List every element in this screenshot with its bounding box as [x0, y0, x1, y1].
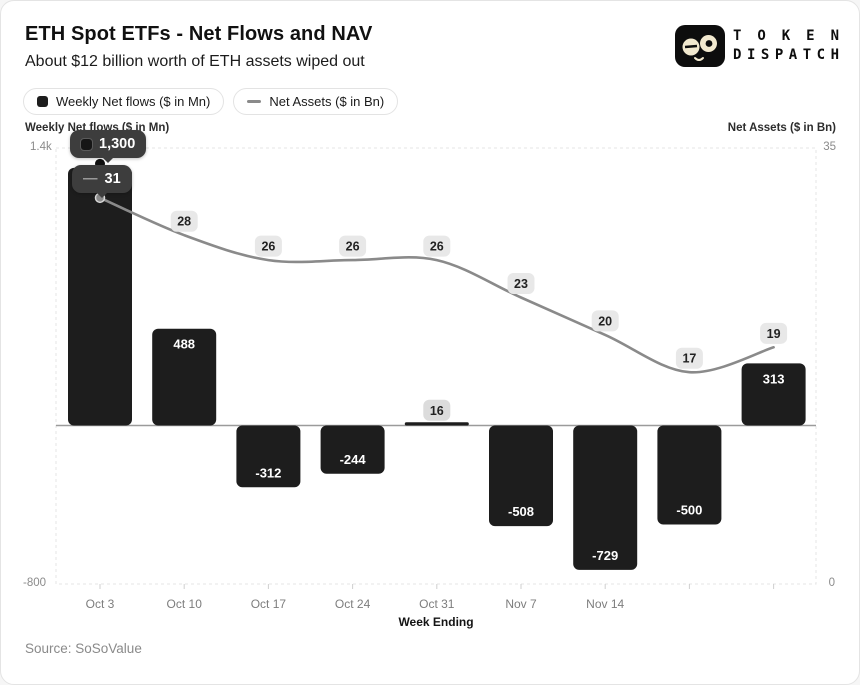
bar-Nov 7[interactable] — [489, 425, 553, 527]
line-value-pill — [760, 322, 788, 344]
line-value-pill — [254, 235, 282, 257]
line-value-pill — [170, 210, 198, 232]
legend-label: Net Assets ($ in Bn) — [269, 94, 385, 109]
x-tick-label: Nov 7 — [505, 597, 537, 611]
legend-item-net-flows[interactable]: Weekly Net flows ($ in Mn) — [23, 88, 225, 115]
line-swatch-icon — [247, 100, 262, 103]
x-tick-label: Nov 14 — [586, 597, 624, 611]
line-value-pill — [423, 235, 451, 257]
bar-value-label: -508 — [508, 504, 534, 519]
net-assets-line[interactable] — [98, 196, 775, 374]
bar-value-pill — [423, 399, 451, 421]
bar-value-label: -729 — [592, 548, 618, 563]
bar-value-label: 488 — [173, 337, 195, 352]
source-note: Source: SoSoValue — [25, 641, 142, 656]
bar-value-label: 313 — [763, 371, 785, 386]
tooltip-bar-text: 1,300 — [99, 136, 136, 152]
line-value-pill — [507, 272, 535, 294]
chart-subtitle: About $12 billion worth of ETH assets wi… — [25, 53, 365, 70]
line-value-pill-text: 26 — [430, 240, 444, 254]
line-value-pill — [591, 310, 619, 332]
x-tick-label: Oct 3 — [86, 597, 115, 611]
bar-swatch-icon — [37, 96, 48, 107]
token-dispatch-logo-icon — [675, 25, 725, 67]
tooltip-line-text: 31 — [104, 171, 121, 187]
bar-value-label: -500 — [676, 503, 702, 518]
right-axis-min-tick: 0 — [828, 577, 835, 589]
tooltip-line-dash-icon: — — [83, 171, 98, 187]
line-value-pill-text: 17 — [682, 352, 696, 366]
bar-Oct 10[interactable] — [152, 328, 217, 426]
left-axis-min-tick: -800 — [23, 577, 47, 589]
bar-Nov 14[interactable] — [573, 425, 638, 570]
tooltip-bar-swatch-icon — [80, 137, 93, 151]
line-value-pill — [675, 347, 703, 369]
bar-col-9[interactable] — [741, 363, 806, 426]
x-axis-title: Week Ending — [398, 615, 474, 629]
bar-value-label: -312 — [255, 465, 281, 480]
right-axis-max-tick: 35 — [823, 141, 836, 153]
legend-item-net-assets[interactable]: Net Assets ($ in Bn) — [233, 88, 399, 115]
tooltip-bar-value: 1,300 — [70, 130, 147, 158]
line-value-pill-text: 26 — [261, 240, 275, 254]
right-axis-title: Net Assets ($ in Bn) — [727, 122, 836, 134]
bar-Oct 31[interactable] — [404, 422, 469, 426]
page-title: ETH Spot ETFs - Net Flows and NAV — [25, 23, 373, 45]
line-value-pill-text: 28 — [177, 215, 191, 229]
legend-label: Weekly Net flows ($ in Mn) — [56, 94, 211, 109]
plot-border — [55, 147, 817, 585]
x-tick-label: Oct 31 — [419, 597, 455, 611]
bar-value-pill-text: 16 — [430, 404, 444, 418]
line-value-pill-text: 19 — [767, 327, 781, 341]
x-tick-label: Oct 10 — [167, 597, 203, 611]
bar-col-8[interactable] — [657, 425, 722, 525]
left-axis-max-tick: 1.4k — [30, 141, 52, 153]
bar-Oct 24[interactable] — [320, 425, 385, 474]
line-value-pill-text: 23 — [514, 277, 528, 291]
x-tick-label: Oct 24 — [335, 597, 371, 611]
bar-value-label: -244 — [340, 452, 367, 467]
bar-Oct 17[interactable] — [236, 425, 301, 488]
line-value-pill — [339, 235, 367, 257]
line-value-pill-text: 20 — [598, 314, 612, 328]
line-value-pill-text: 26 — [346, 240, 360, 254]
bar-Oct 3[interactable] — [68, 167, 132, 426]
tooltip-line-value: — 31 — [72, 165, 132, 193]
x-tick-label: Oct 17 — [251, 597, 287, 611]
legend: Weekly Net flows ($ in Mn) Net Assets ($… — [23, 88, 399, 115]
